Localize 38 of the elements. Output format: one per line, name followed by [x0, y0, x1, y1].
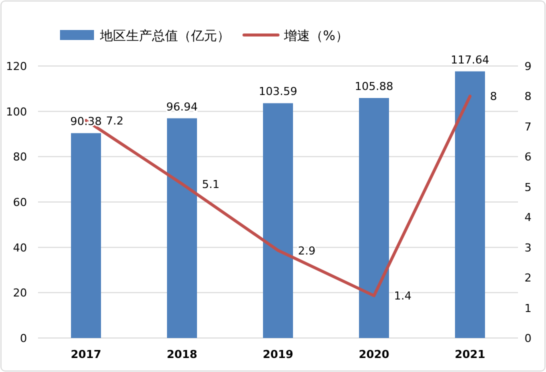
- y2-tick-label: 7: [524, 120, 532, 134]
- bar: [455, 71, 485, 338]
- x-tick-label: 2021: [454, 348, 486, 361]
- x-tick-label: 2020: [358, 348, 390, 361]
- data-label: 5.1: [202, 178, 220, 191]
- y-tick-label: 60: [13, 196, 27, 209]
- y-tick-label: 80: [13, 150, 27, 164]
- data-label: 2.9: [298, 244, 316, 258]
- y2-tick-label: 4: [524, 211, 532, 224]
- y-tick-label: 120: [6, 60, 27, 73]
- data-label: 7.2: [106, 114, 124, 128]
- y2-tick-label: 6: [524, 150, 532, 164]
- x-tick-label: 2018: [166, 348, 198, 361]
- bar: [71, 133, 101, 338]
- data-label: 103.59: [258, 85, 298, 98]
- bar: [359, 98, 389, 338]
- y2-tick-label: 3: [524, 241, 532, 254]
- data-label: 96.94: [166, 100, 198, 114]
- y2-tick-label: 2: [524, 272, 532, 285]
- y-tick-label: 40: [13, 241, 27, 254]
- y2-tick-label: 0: [524, 332, 532, 345]
- y2-tick-label: 1: [524, 302, 532, 315]
- data-label: 1.4: [394, 290, 412, 303]
- data-label: 117.64: [450, 53, 490, 66]
- bar: [167, 118, 197, 338]
- y2-tick-label: 5: [524, 180, 532, 194]
- legend-label: 地区生产总值（亿元）: [99, 29, 230, 44]
- legend-label: 增速（%）: [283, 29, 348, 44]
- x-tick-label: 2017: [70, 348, 102, 361]
- y-tick-label: 100: [6, 105, 27, 118]
- bar: [263, 103, 293, 338]
- y-tick-label: 0: [20, 332, 27, 345]
- y2-tick-label: 9: [524, 60, 532, 73]
- y2-tick-label: 8: [524, 90, 532, 104]
- y-tick-label: 20: [13, 286, 27, 300]
- data-label: 8: [490, 90, 497, 104]
- data-label: 105.88: [354, 80, 394, 94]
- x-tick-label: 2019: [262, 348, 294, 361]
